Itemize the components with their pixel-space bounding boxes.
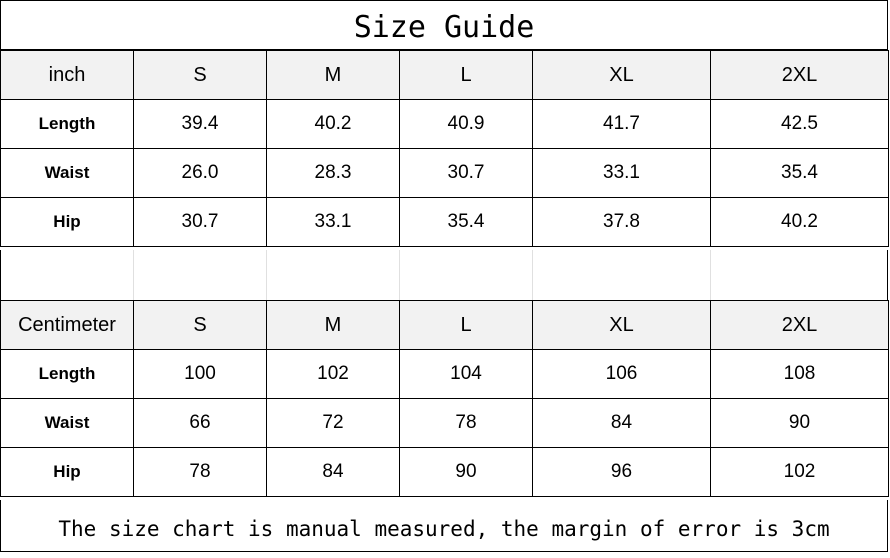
size-header: S [133, 300, 267, 350]
measurement-value: 100 [133, 349, 267, 399]
size-header: XL [532, 300, 711, 350]
measurement-value: 40.2 [266, 99, 400, 149]
measurement-value: 35.4 [710, 148, 889, 198]
table-row: Waist 26.0 28.3 30.7 33.1 35.4 [0, 148, 889, 198]
measurement-value: 72 [266, 398, 400, 448]
measurement-value: 84 [532, 398, 711, 448]
measurement-value: 90 [399, 447, 533, 497]
measurement-value: 42.5 [710, 99, 889, 149]
table-row: Hip 30.7 33.1 35.4 37.8 40.2 [0, 197, 889, 247]
table-row: Length 100 102 104 106 108 [0, 349, 889, 399]
measurement-label: Waist [0, 398, 134, 448]
size-header: L [399, 300, 533, 350]
spacer-row [0, 250, 888, 300]
measurement-value: 102 [266, 349, 400, 399]
measurement-value: 78 [399, 398, 533, 448]
table-row: Waist 66 72 78 84 90 [0, 398, 889, 448]
inch-size-table: inch S M L XL 2XL Length 39.4 40.2 40.9 41.7 42.5 Wa… [0, 50, 889, 247]
size-header: S [133, 50, 267, 100]
size-header-row: inch S M L XL 2XL [0, 50, 889, 100]
measurement-value: 102 [710, 447, 889, 497]
measurement-value: 96 [532, 447, 711, 497]
measurement-value: 106 [532, 349, 711, 399]
measurement-value: 30.7 [133, 197, 267, 247]
measurement-value: 28.3 [266, 148, 400, 198]
measurement-value: 104 [399, 349, 533, 399]
measurement-label: Hip [0, 197, 134, 247]
measurement-value: 39.4 [133, 99, 267, 149]
measurement-value: 108 [710, 349, 889, 399]
measurement-label: Waist [0, 148, 134, 198]
size-header: 2XL [710, 300, 889, 350]
size-header: M [266, 50, 400, 100]
measurement-value: 33.1 [266, 197, 400, 247]
table-row: Hip 78 84 90 96 102 [0, 447, 889, 497]
measurement-value: 30.7 [399, 148, 533, 198]
size-header: 2XL [710, 50, 889, 100]
measurement-label: Length [0, 99, 134, 149]
unit-label: Centimeter [0, 300, 134, 350]
cm-size-table: Centimeter S M L XL 2XL Length 100 102 104 106 108 W… [0, 300, 889, 497]
table-row: Length 39.4 40.2 40.9 41.7 42.5 [0, 99, 889, 149]
unit-label: inch [0, 50, 134, 100]
measurement-value: 33.1 [532, 148, 711, 198]
size-header: XL [532, 50, 711, 100]
size-header: L [399, 50, 533, 100]
measurement-value: 40.9 [399, 99, 533, 149]
measurement-label: Length [0, 349, 134, 399]
measurement-value: 90 [710, 398, 889, 448]
measurement-label: Hip [0, 447, 134, 497]
measurement-value: 37.8 [532, 197, 711, 247]
measurement-note: The size chart is manual measured, the m… [0, 500, 888, 552]
size-header: M [266, 300, 400, 350]
measurement-value: 40.2 [710, 197, 889, 247]
page-title: Size Guide [0, 0, 888, 50]
measurement-value: 84 [266, 447, 400, 497]
measurement-value: 41.7 [532, 99, 711, 149]
measurement-value: 35.4 [399, 197, 533, 247]
measurement-value: 66 [133, 398, 267, 448]
measurement-value: 26.0 [133, 148, 267, 198]
size-header-row: Centimeter S M L XL 2XL [0, 300, 889, 350]
measurement-value: 78 [133, 447, 267, 497]
